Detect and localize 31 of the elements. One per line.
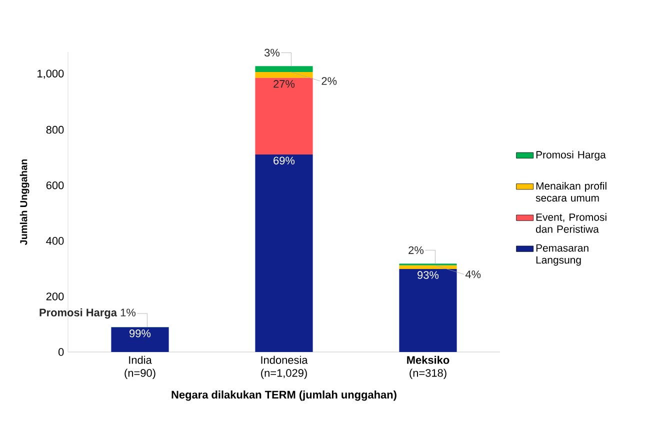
legend-label: Promosi Harga <box>536 150 606 161</box>
legend-label: Pemasaran Langsung <box>536 244 588 266</box>
y-tick-label: 800 <box>46 126 64 134</box>
y-tick-label: 200 <box>46 292 64 300</box>
legend-label: Event, Promosi dan Peristiwa <box>536 213 606 233</box>
y-tick-label: 1,000 <box>38 70 64 79</box>
legend-label: Menaikan profil secara umum <box>536 182 606 202</box>
x-axis-title: Negara dilakukan TERM (jumlah unggahan) <box>172 390 396 401</box>
annotation: 2% <box>408 246 424 254</box>
y-tick-label: 0 <box>58 348 64 356</box>
bar <box>255 72 313 78</box>
y-axis-title: Jumlah Unggahan <box>20 159 30 246</box>
x-tick-label: Meksiko (n=318) <box>407 356 450 380</box>
x-tick-label: India (n=90) <box>124 356 156 380</box>
annotation: 27% <box>274 80 295 88</box>
bar <box>111 327 169 352</box>
annotation: 69% <box>274 156 295 164</box>
annotation: 3% <box>264 48 280 57</box>
annotation: 93% <box>418 271 439 279</box>
annotation: 4% <box>465 270 481 278</box>
y-tick-label: 600 <box>46 181 64 190</box>
y-tick-label: 400 <box>46 237 64 245</box>
bar <box>255 66 313 72</box>
annotation: 2% <box>322 77 337 85</box>
x-tick-label: Indonesia (n=1,029) <box>261 356 308 380</box>
bar <box>399 265 457 269</box>
annotation: Promosi Harga 1% <box>40 308 136 319</box>
bar <box>255 78 313 154</box>
annotation: 99% <box>130 329 151 338</box>
bar <box>255 154 313 352</box>
bar <box>399 268 457 352</box>
